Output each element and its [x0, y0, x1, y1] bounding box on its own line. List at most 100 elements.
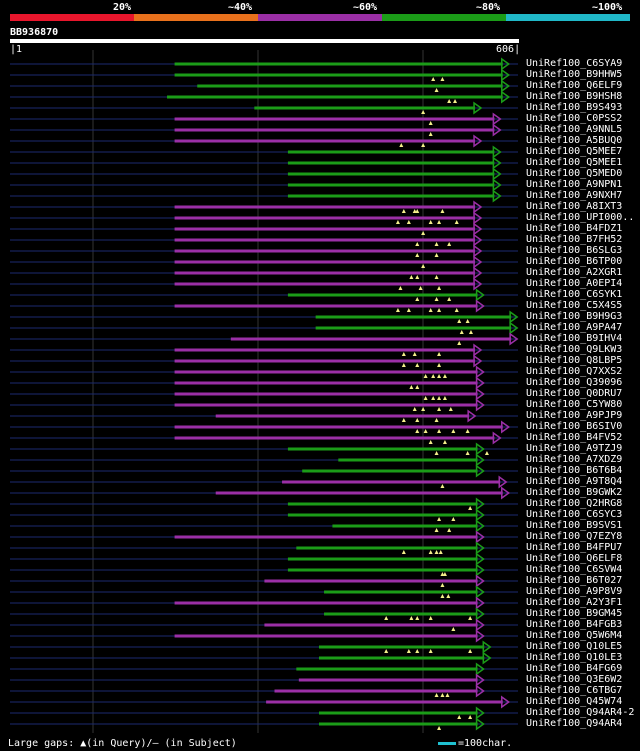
hit-bar[interactable] [287, 172, 495, 176]
hit-label[interactable]: UniRef100_B4FPU7 [526, 542, 623, 553]
hit-bar[interactable] [318, 645, 485, 649]
hit-bar[interactable] [315, 326, 512, 330]
hit-bar[interactable] [298, 678, 478, 682]
hit-label[interactable]: UniRef100_Q45W74 [526, 696, 623, 707]
hit-label[interactable]: UniRef100_Q94AR4 [526, 718, 623, 729]
hit-label[interactable]: UniRef100_B9SVS1 [526, 520, 623, 531]
hit-bar[interactable] [174, 249, 476, 253]
hit-label[interactable]: UniRef100_B9GM45 [526, 608, 623, 619]
hit-bar[interactable] [254, 106, 476, 110]
hit-bar[interactable] [174, 370, 478, 374]
hit-label[interactable]: UniRef100_A9P8V9 [526, 586, 623, 597]
hit-bar[interactable] [174, 601, 478, 605]
hit-label[interactable]: UniRef100_Q0DRU7 [526, 388, 623, 399]
hit-label[interactable]: UniRef100_B9HHW5 [526, 69, 623, 80]
hit-label[interactable]: UniRef100_A8IXT3 [526, 201, 623, 212]
hit-label[interactable]: UniRef100_B9H9G3 [526, 311, 623, 322]
hit-label[interactable]: UniRef100_A9NXH7 [526, 190, 623, 201]
hit-bar[interactable] [302, 469, 478, 473]
hit-label[interactable]: UniRef100_C6SYC3 [526, 509, 623, 520]
hit-bar[interactable] [174, 359, 476, 363]
hit-bar[interactable] [174, 62, 503, 66]
hit-label[interactable]: UniRef100_Q10LE5 [526, 641, 623, 652]
hit-label[interactable]: UniRef100_B9HSH8 [526, 91, 623, 102]
hit-bar[interactable] [296, 546, 478, 550]
hit-label[interactable]: UniRef100_UPI000.. [526, 212, 635, 223]
hit-bar[interactable] [174, 260, 476, 264]
hit-bar[interactable] [287, 502, 478, 506]
hit-label[interactable]: UniRef100_C6SVW4 [526, 564, 623, 575]
hit-bar[interactable] [174, 238, 476, 242]
hit-bar[interactable] [174, 216, 476, 220]
hit-bar[interactable] [174, 128, 495, 132]
hit-label[interactable]: UniRef100_C6SYA9 [526, 58, 623, 69]
hit-label[interactable]: UniRef100_B6SIV0 [526, 421, 623, 432]
hit-label[interactable]: UniRef100_C0PSS2 [526, 113, 623, 124]
hit-label[interactable]: UniRef100_B6TP00 [526, 256, 623, 267]
hit-bar[interactable] [318, 711, 478, 715]
hit-bar[interactable] [174, 392, 478, 396]
hit-bar[interactable] [287, 447, 478, 451]
hit-bar[interactable] [174, 403, 478, 407]
hit-bar[interactable] [174, 535, 478, 539]
hit-bar[interactable] [174, 205, 476, 209]
hit-bar[interactable] [174, 304, 478, 308]
hit-bar[interactable] [338, 458, 478, 462]
hit-bar[interactable] [296, 667, 478, 671]
hit-bar[interactable] [174, 117, 495, 121]
hit-label[interactable]: UniRef100_C6TBG7 [526, 685, 623, 696]
hit-label[interactable]: UniRef100_Q5W6M4 [526, 630, 623, 641]
hit-bar[interactable] [174, 425, 503, 429]
hit-label[interactable]: UniRef100_Q94AR4-2 [526, 707, 635, 718]
hit-label[interactable]: UniRef100_Q7EZY8 [526, 531, 623, 542]
hit-label[interactable]: UniRef100_Q39096 [526, 377, 623, 388]
hit-label[interactable]: UniRef100_A2XGR1 [526, 267, 623, 278]
hit-label[interactable]: UniRef100_A9T8Q4 [526, 476, 623, 487]
hit-bar[interactable] [264, 579, 478, 583]
hit-bar[interactable] [318, 656, 485, 660]
hit-label[interactable]: UniRef100_A7XDZ9 [526, 454, 623, 465]
hit-label[interactable]: UniRef100_Q7XXS2 [526, 366, 623, 377]
hit-bar[interactable] [174, 139, 476, 143]
hit-label[interactable]: UniRef100_Q6ELF8 [526, 553, 623, 564]
hit-bar[interactable] [332, 524, 478, 528]
hit-bar[interactable] [174, 436, 495, 440]
hit-bar[interactable] [174, 634, 478, 638]
hit-bar[interactable] [287, 150, 495, 154]
hit-label[interactable]: UniRef100_Q5MEE7 [526, 146, 623, 157]
hit-label[interactable]: UniRef100_A9TZJ9 [526, 443, 623, 454]
hit-label[interactable]: UniRef100_A9PJP9 [526, 410, 623, 421]
hit-label[interactable]: UniRef100_B7FH52 [526, 234, 623, 245]
hit-label[interactable]: UniRef100_B4FG69 [526, 663, 623, 674]
hit-bar[interactable] [282, 480, 501, 484]
hit-bar[interactable] [287, 194, 495, 198]
hit-bar[interactable] [287, 513, 478, 517]
hit-bar[interactable] [287, 183, 495, 187]
hit-bar[interactable] [324, 590, 478, 594]
hit-label[interactable]: UniRef100_A9PA47 [526, 322, 623, 333]
hit-bar[interactable] [324, 612, 478, 616]
hit-bar[interactable] [230, 337, 512, 341]
hit-bar[interactable] [287, 161, 495, 165]
hit-label[interactable]: UniRef100_Q6ELF9 [526, 80, 623, 91]
hit-label[interactable]: UniRef100_A0EPI4 [526, 278, 623, 289]
hit-label[interactable]: UniRef100_Q5MED0 [526, 168, 623, 179]
hit-bar[interactable] [264, 623, 478, 627]
hit-label[interactable]: UniRef100_B9S493 [526, 102, 623, 113]
hit-bar[interactable] [174, 271, 476, 275]
hit-bar[interactable] [287, 568, 478, 572]
hit-bar[interactable] [174, 381, 478, 385]
hit-label[interactable]: UniRef100_C5X4S5 [526, 300, 623, 311]
hit-bar[interactable] [287, 293, 478, 297]
hit-bar[interactable] [315, 315, 512, 319]
hit-label[interactable]: UniRef100_B9GWK2 [526, 487, 623, 498]
hit-label[interactable]: UniRef100_B4FDZ1 [526, 223, 623, 234]
hit-bar[interactable] [167, 95, 503, 99]
hit-bar[interactable] [197, 84, 503, 88]
hit-label[interactable]: UniRef100_Q3E6W2 [526, 674, 623, 685]
hit-label[interactable]: UniRef100_A9NNL5 [526, 124, 623, 135]
hit-label[interactable]: UniRef100_B6T6B4 [526, 465, 623, 476]
hit-bar[interactable] [215, 414, 470, 418]
hit-bar[interactable] [318, 722, 478, 726]
hit-bar[interactable] [174, 348, 476, 352]
